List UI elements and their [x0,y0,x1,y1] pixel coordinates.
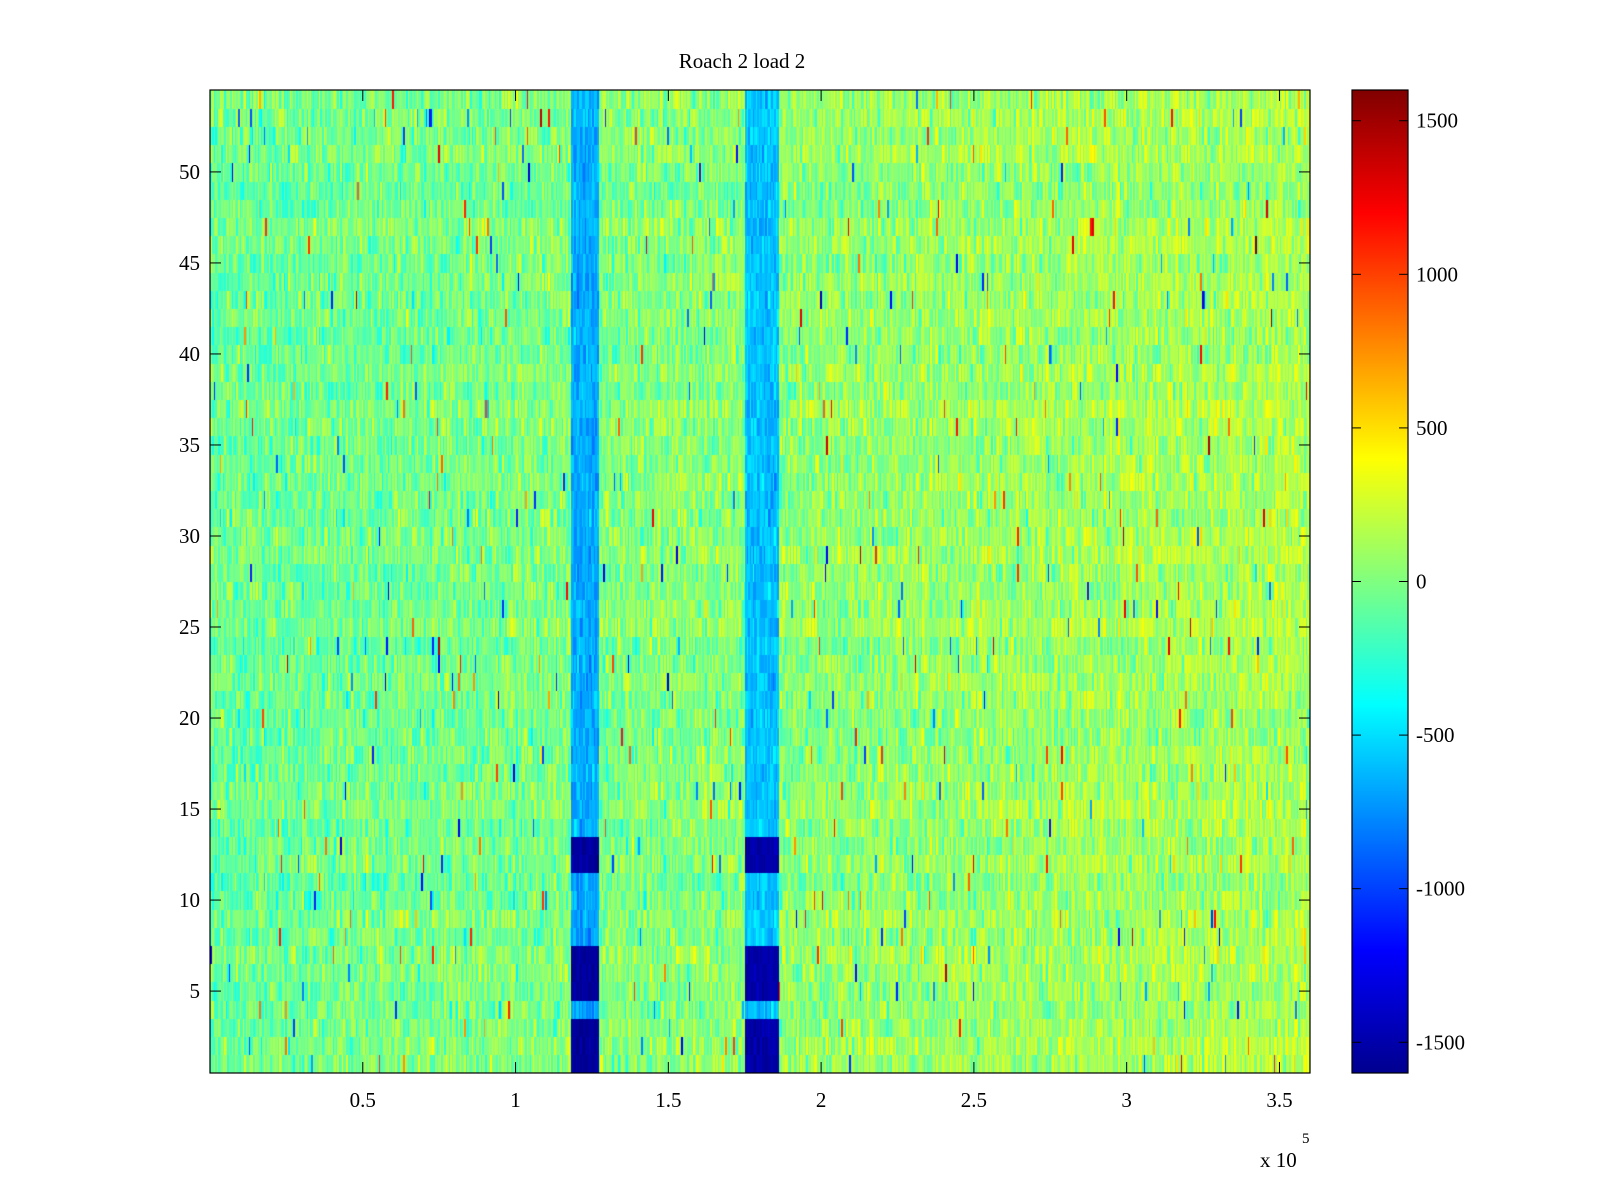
colorbar-tick-label: 1500 [1416,109,1458,133]
colorbar-tick-label: -500 [1416,723,1455,747]
colorbar-ticks: 1500 1000 500 0 -500 -1000 -1500 [1352,109,1465,1054]
colorbar-tick-label: 0 [1416,570,1427,594]
x-tick-label: 3 [1121,1088,1132,1112]
y-tick-label: 20 [179,706,200,730]
heatmap-image [210,90,1310,1073]
y-tick-label: 10 [179,888,200,912]
y-tick-label: 40 [179,342,200,366]
y-tick-label: 5 [190,979,201,1003]
y-tick-label: 45 [179,251,200,275]
colorbar-tick-label: 1000 [1416,262,1458,286]
colorbar-tick-label: -1500 [1416,1030,1465,1054]
x-tick-label: 2.5 [961,1088,987,1112]
heatmap-cells [210,90,1310,1073]
x-multiplier-base: x 10 [1260,1148,1297,1172]
x-tick-label: 3.5 [1266,1088,1292,1112]
chart-title: Roach 2 load 2 [679,49,806,73]
x-multiplier-exponent: 5 [1302,1131,1310,1147]
colorbar: 1500 1000 500 0 -500 -1000 -1500 [1351,89,1465,1074]
plot-frame [209,89,1311,1074]
x-tick-label: 2 [816,1088,827,1112]
colorbar-gradient [1351,89,1409,1074]
y-axis: 5 10 15 20 25 30 35 40 45 50 [179,160,1310,1003]
y-tick-label: 30 [179,524,200,548]
y-tick-label: 15 [179,797,200,821]
y-tick-label: 35 [179,433,200,457]
colorbar-tick-label: 500 [1416,416,1448,440]
colorbar-tick-label: -1000 [1416,877,1465,901]
x-tick-label: 0.5 [350,1088,376,1112]
x-axis: 0.5 1 1.5 2 2.5 3 3.5 [350,90,1293,1112]
x-tick-label: 1.5 [655,1088,681,1112]
x-tick-label: 1 [510,1088,521,1112]
y-tick-label: 50 [179,160,200,184]
y-tick-label: 25 [179,615,200,639]
